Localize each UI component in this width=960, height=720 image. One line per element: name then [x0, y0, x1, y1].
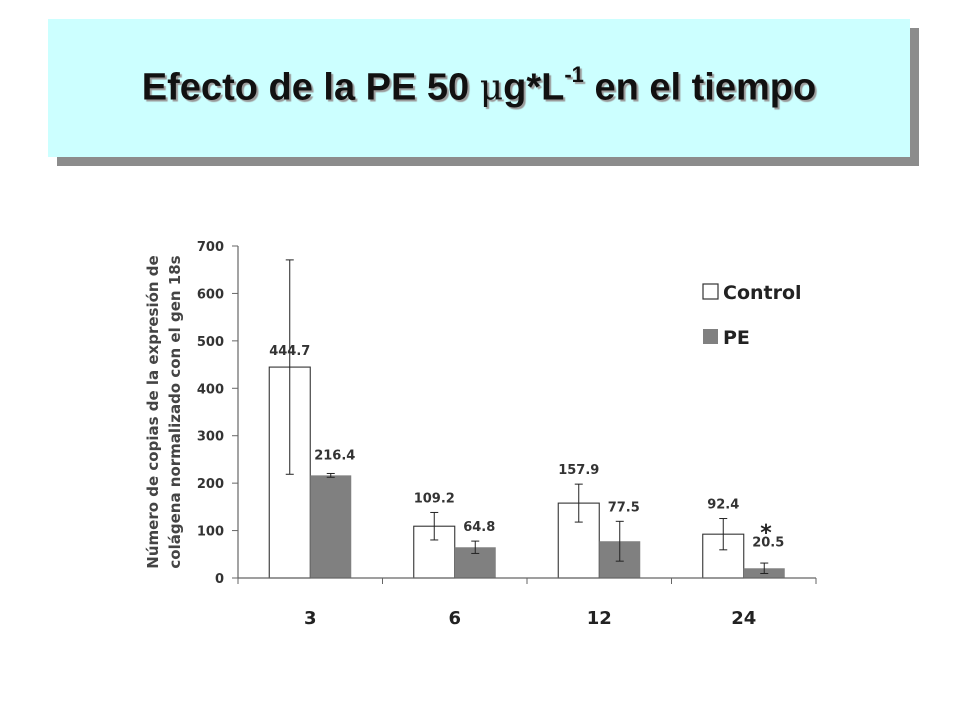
title-text-3: en el tiempo — [583, 66, 817, 109]
y-tick-label: 400 — [197, 382, 224, 397]
y-tick-label: 0 — [215, 572, 224, 587]
y-tick-label: 500 — [197, 335, 224, 350]
y-axis-ticks: 0 100 200 300 400 500 600 700 — [197, 240, 238, 587]
data-label-pe: 216.4 — [314, 448, 355, 463]
title-text-1: Efecto de la PE 50 — [141, 66, 480, 109]
legend-swatch-pe — [703, 329, 718, 344]
data-label-pe: 77.5 — [608, 500, 640, 515]
title-text-2: g*L — [503, 66, 565, 109]
error-bars — [285, 259, 769, 574]
y-axis-label-line-1: Número de copias de la expresión de — [144, 255, 162, 568]
y-tick-label: 700 — [197, 240, 224, 255]
legend-swatch-control — [702, 283, 719, 300]
y-tick-label: 200 — [197, 477, 224, 492]
data-label-control: 92.4 — [707, 498, 739, 513]
data-label-control: 157.9 — [558, 463, 599, 478]
bars — [268, 366, 785, 579]
title-box: Efecto de la PE 50 μg*L-1 en el tiempo — [48, 19, 910, 157]
data-label-control: 109.2 — [414, 491, 455, 506]
x-tick-label: 24 — [731, 608, 756, 629]
legend: Control PE — [702, 282, 802, 349]
legend-label-pe: PE — [723, 327, 750, 349]
data-label-pe: 20.5 — [752, 535, 784, 550]
legend-label-control: Control — [723, 282, 802, 304]
data-label-pe: 64.8 — [463, 520, 495, 535]
x-axis-ticks: 3 6 12 24 — [237, 578, 817, 629]
y-axis-label-line-2: colágena normalizado con el gen 18s — [166, 255, 184, 568]
title-mu-symbol: μ — [479, 67, 504, 109]
data-labels: 444.7 109.2 157.9 92.4 216.4 64.8 77.5 20.5 — [269, 344, 784, 550]
y-tick-label: 300 — [197, 430, 224, 445]
x-tick-label: 6 — [448, 608, 461, 629]
slide-title: Efecto de la PE 50 μg*L-1 en el tiempo — [141, 62, 817, 110]
y-tick-label: 600 — [197, 287, 224, 302]
y-tick-label: 100 — [197, 525, 224, 540]
data-label-control: 444.7 — [269, 344, 310, 359]
bar-pe — [310, 475, 352, 578]
y-axis-label: Número de copias de la expresión de colá… — [144, 255, 184, 568]
significance-asterisk: * — [760, 521, 772, 546]
title-superscript: -1 — [564, 62, 584, 88]
x-tick-label: 3 — [304, 608, 317, 629]
x-tick-label: 12 — [587, 608, 612, 629]
